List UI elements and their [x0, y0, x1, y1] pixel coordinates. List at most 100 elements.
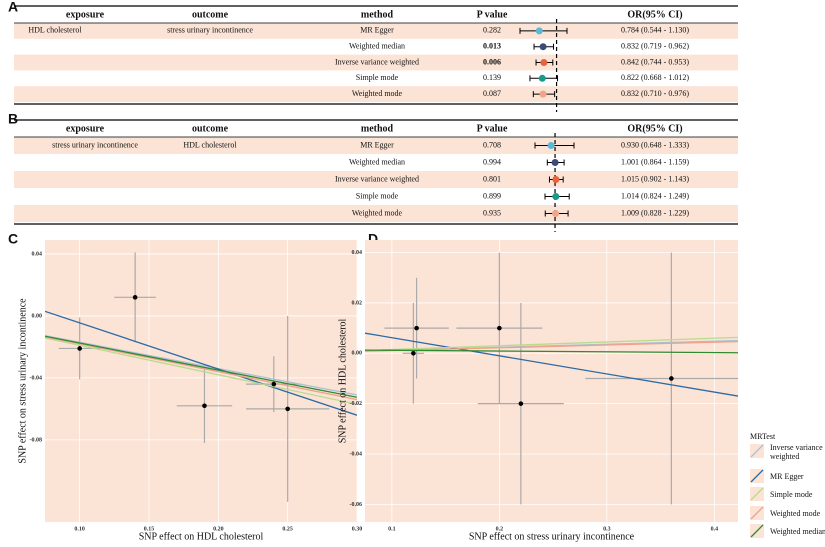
- cell: Weighted mode: [352, 208, 403, 217]
- cell: Weighted median: [349, 157, 405, 166]
- regression-line: [45, 335, 357, 396]
- y-tick-label: -0.02: [350, 401, 363, 407]
- cell: Inverse variance weighted: [335, 174, 419, 183]
- plot-content: [365, 252, 738, 505]
- y-tick-label: 0.04: [32, 251, 43, 257]
- cell: 0.013: [483, 42, 501, 51]
- regression-line: [45, 336, 357, 401]
- column-header: exposure: [66, 123, 105, 134]
- x-tick-label: 0.30: [352, 526, 363, 532]
- plot-background: [45, 240, 357, 522]
- column-header: method: [361, 123, 394, 134]
- cell: 0.935: [483, 208, 501, 217]
- point: [285, 406, 290, 412]
- legend-key: [750, 444, 764, 458]
- cell: 0.930 (0.648 - 1.333): [621, 140, 689, 149]
- estimate-point: [552, 176, 560, 183]
- regression-line: [45, 337, 357, 405]
- y-axis-label: SNP effect on HDL cholesterol: [337, 318, 348, 443]
- point: [271, 381, 277, 387]
- plot-content: [45, 252, 357, 502]
- estimate-point: [539, 43, 547, 51]
- estimate-point: [547, 142, 555, 149]
- cell: 0.994: [483, 157, 501, 166]
- cell: 1.014 (0.824 - 1.249): [621, 191, 689, 200]
- row-band: [14, 205, 738, 222]
- legend-line: Inverse variance: [770, 443, 823, 452]
- panel-label: B: [8, 111, 18, 127]
- panel-label: D: [368, 231, 378, 247]
- legend-label: Weighted mode: [770, 509, 821, 518]
- estimate-point: [539, 90, 547, 98]
- cell: Inverse variance weighted: [335, 57, 419, 66]
- y-axis-label: SNP effect on stress urinary incontinenc…: [17, 298, 28, 464]
- estimate-point: [535, 27, 543, 35]
- column-header: exposure: [66, 9, 105, 20]
- row-band: [14, 137, 738, 154]
- legend-label: Inverse variance weighted: [770, 443, 823, 461]
- point: [669, 376, 674, 381]
- x-tick-label: 0.2: [496, 526, 504, 532]
- cell: stress urinary incontinence: [167, 26, 253, 35]
- y-tick-label: -0.06: [350, 502, 363, 508]
- y-tick-label: 0.00: [352, 351, 363, 357]
- cell: 0.708: [483, 140, 501, 149]
- legend-key: [750, 469, 764, 483]
- cell: 0.784 (0.544 - 1.130): [621, 26, 689, 35]
- estimate-point: [538, 74, 546, 82]
- y-tick-label: -0.04: [350, 451, 363, 457]
- panel-label: C: [8, 231, 18, 247]
- cell: MR Egger: [360, 26, 394, 35]
- column-header: P value: [477, 123, 508, 134]
- row-band: [14, 171, 738, 188]
- point: [202, 403, 207, 409]
- cell: 0.801: [483, 174, 501, 183]
- legend-label: Simple mode: [770, 490, 813, 499]
- y-tick-label: 0.02: [352, 300, 363, 306]
- cell: MR Egger: [360, 140, 394, 149]
- cell: Simple mode: [356, 73, 399, 82]
- panel-label: A: [8, 0, 18, 15]
- estimate-point: [552, 210, 560, 217]
- x-tick-label: 0.25: [282, 526, 293, 532]
- cell: HDL cholesterol: [183, 140, 237, 149]
- cell: 0.899: [483, 191, 501, 200]
- cell: 0.842 (0.744 - 0.953): [621, 57, 689, 66]
- estimate-point: [551, 159, 559, 166]
- regression-line: [365, 349, 738, 354]
- x-axis-label: SNP effect on HDL cholesterol: [139, 531, 264, 542]
- legend-title: MRTest: [750, 432, 776, 441]
- cell: 1.009 (0.828 - 1.229): [621, 208, 689, 217]
- cell: HDL cholesterol: [28, 26, 82, 35]
- legend-key: [750, 524, 764, 538]
- x-axis-label: SNP effect on stress urinary incontinenc…: [469, 531, 635, 542]
- estimate-point: [552, 193, 560, 200]
- regression-line: [365, 336, 738, 352]
- y-tick-label: -0.04: [30, 375, 43, 381]
- x-tick-label: 0.20: [213, 526, 224, 532]
- row-band: [14, 54, 738, 71]
- point: [518, 401, 524, 406]
- legend-label: Weighted median: [770, 527, 825, 536]
- x-tick-label: 0.1: [388, 526, 396, 532]
- x-tick-label: 0.4: [711, 526, 719, 532]
- y-tick-label: -0.08: [30, 437, 43, 443]
- cell: Weighted median: [349, 42, 405, 51]
- legend-key: [750, 506, 764, 520]
- regression-line: [365, 332, 738, 397]
- cell: 0.006: [483, 57, 501, 66]
- regression-line: [365, 340, 738, 352]
- y-tick-label: 0.04: [352, 250, 363, 256]
- regression-line: [45, 335, 357, 398]
- legend-key: [750, 487, 764, 501]
- x-tick-label: 0.10: [74, 526, 85, 532]
- cell: stress urinary incontinence: [52, 140, 138, 149]
- point: [132, 295, 138, 300]
- cell: 1.001 (0.864 - 1.159): [621, 157, 689, 166]
- cell: 0.832 (0.710 - 0.976): [621, 89, 689, 98]
- cell: Simple mode: [356, 191, 399, 200]
- cell: 0.822 (0.668 - 1.012): [621, 73, 689, 82]
- point: [411, 351, 416, 356]
- column-header: OR(95% CI): [627, 9, 682, 20]
- cell: 1.015 (0.902 - 1.143): [621, 174, 689, 183]
